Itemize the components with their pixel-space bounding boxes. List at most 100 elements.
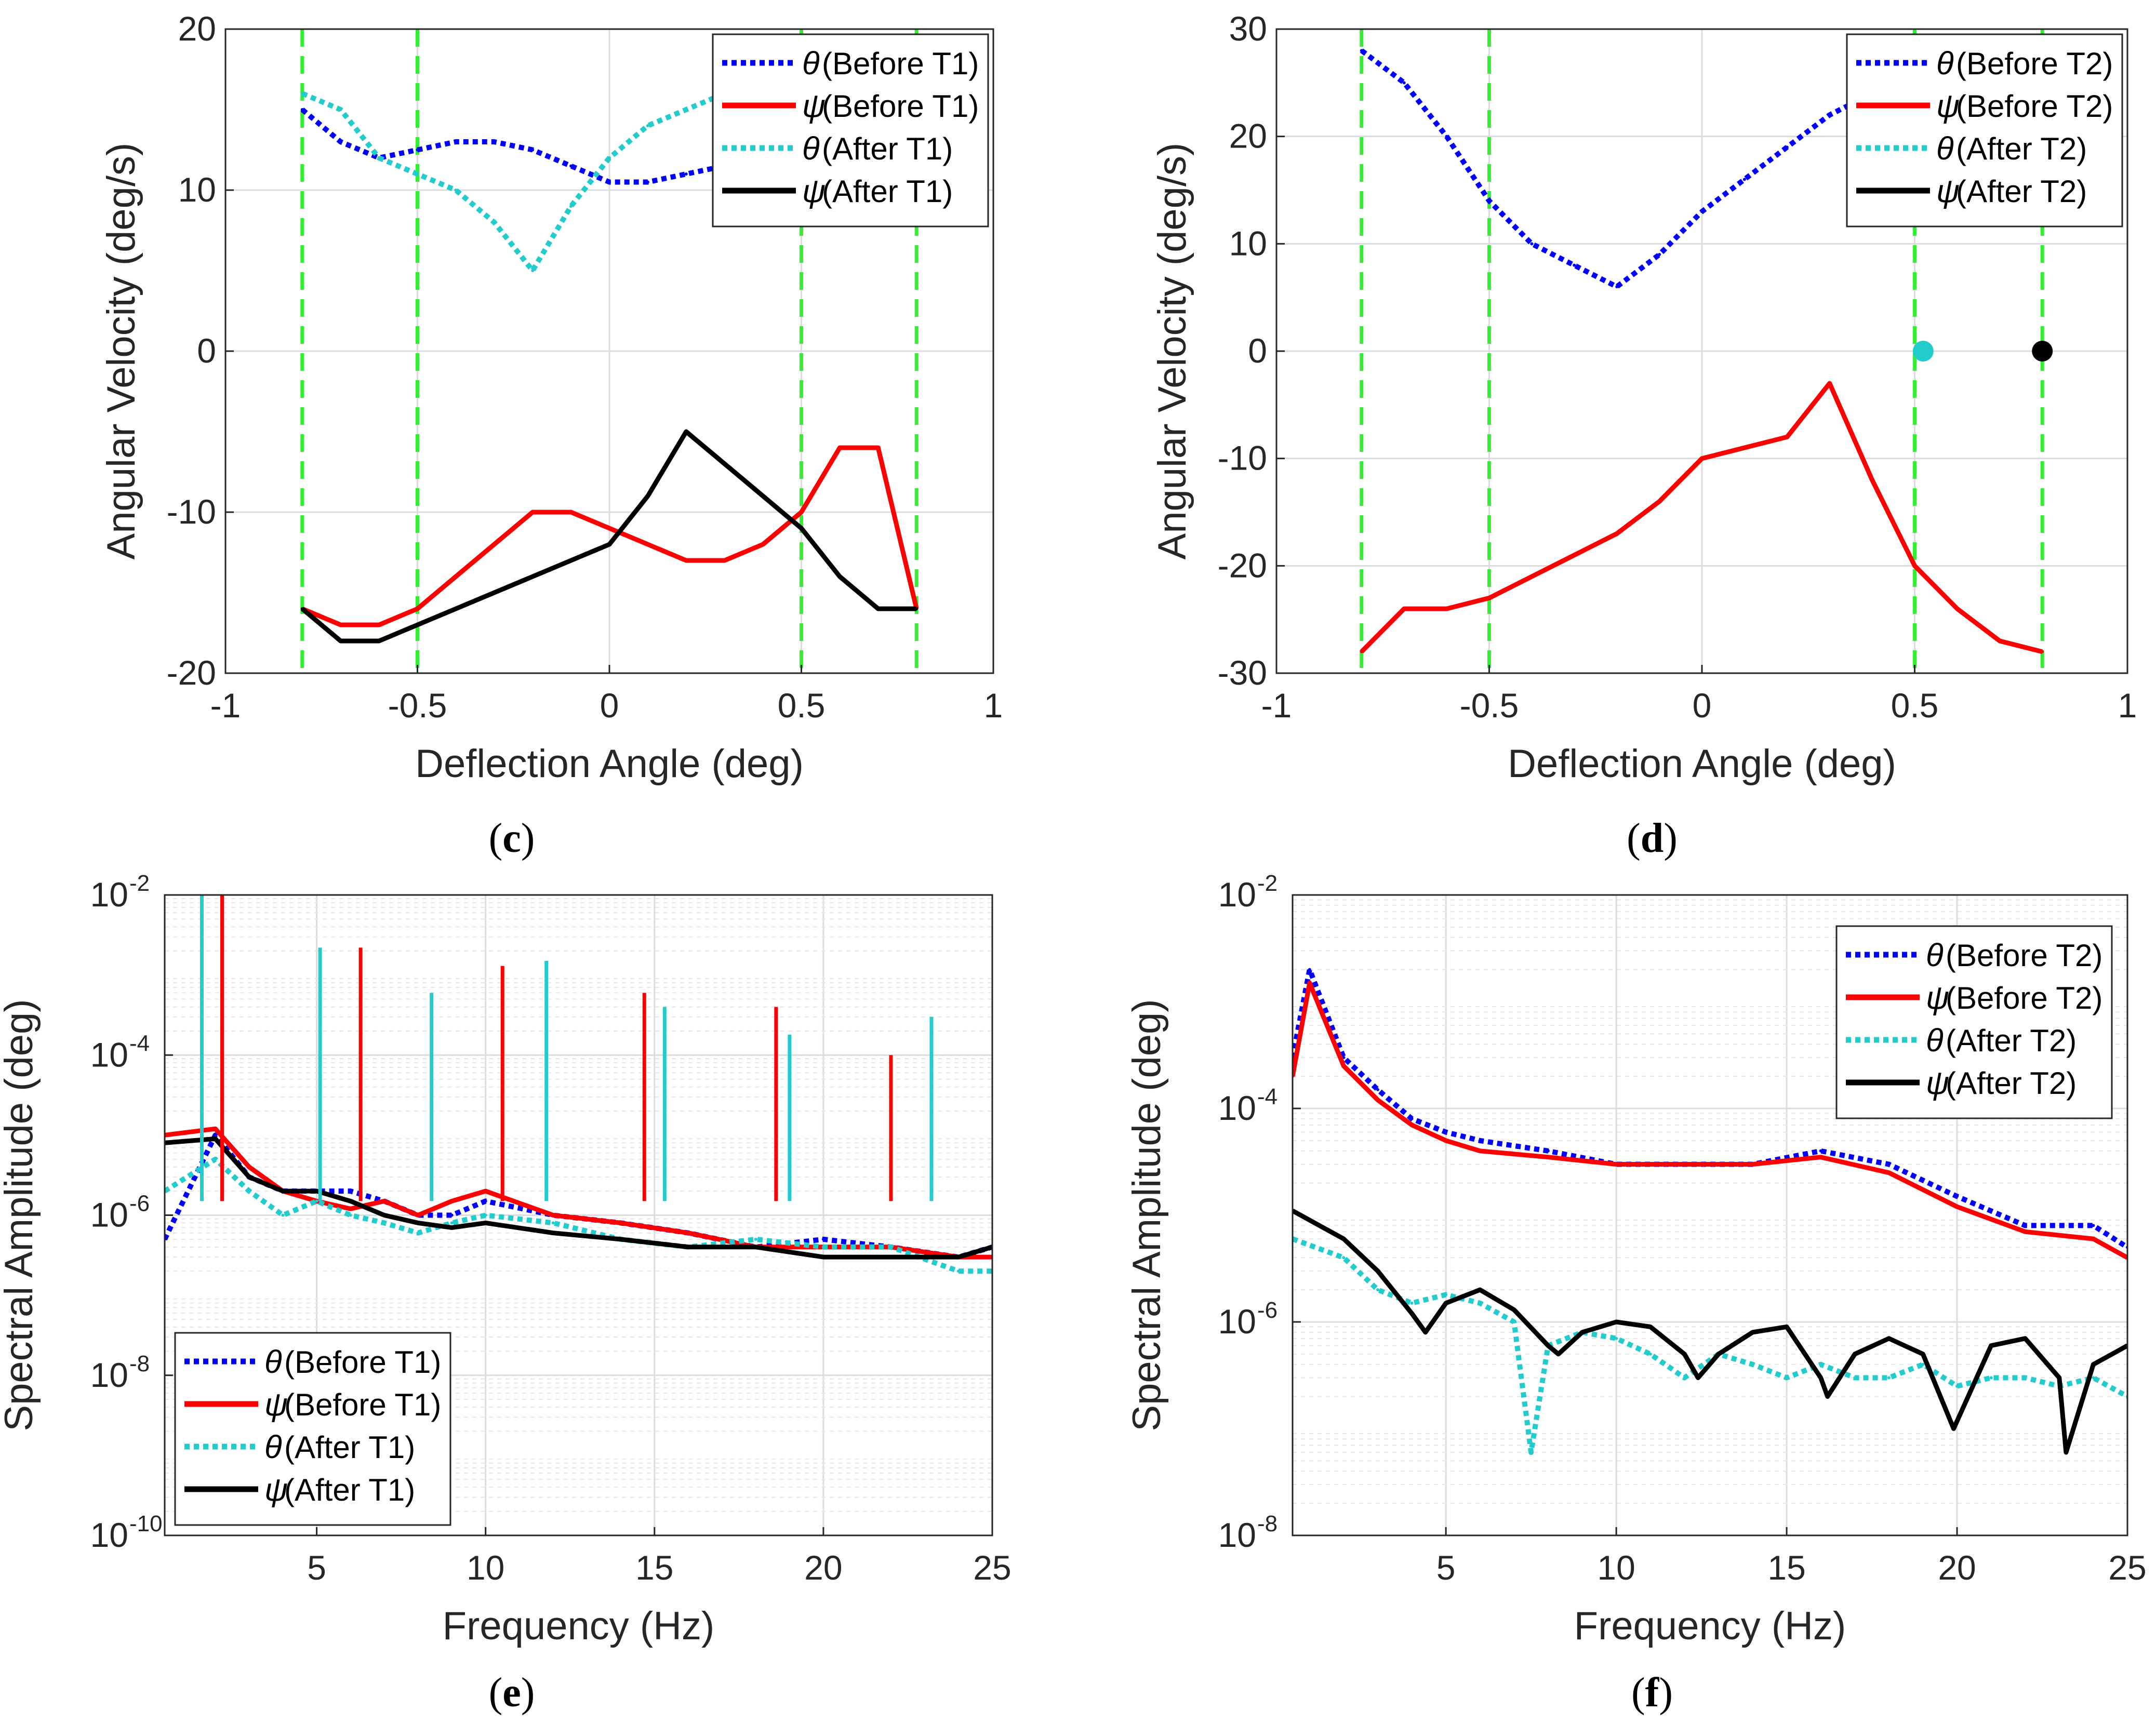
panel-label-letter: e <box>502 1670 521 1716</box>
data-point <box>1615 532 1619 536</box>
data-point <box>2024 1336 2027 1340</box>
data-point <box>1573 263 1576 267</box>
data-point <box>1700 457 1703 460</box>
x-tick-label: 5 <box>1436 1548 1456 1587</box>
x-axis-label: Frequency (Hz) <box>1574 1604 1846 1648</box>
data-point <box>1478 1149 1482 1153</box>
panel-label: (d) <box>1627 815 1678 861</box>
data-point <box>484 1213 487 1217</box>
data-point <box>761 543 765 546</box>
data-point <box>1342 1064 1346 1068</box>
x-tick-label: 1 <box>984 686 1003 725</box>
spectral-peaks <box>200 895 934 1201</box>
data-point <box>1819 1149 1822 1153</box>
data-point <box>1683 1352 1686 1356</box>
data-point <box>1376 1288 1379 1292</box>
data-point <box>1785 435 1789 439</box>
legend-entry: (Before T2) <box>1956 46 2113 81</box>
legend-symbol: ψ <box>264 1387 288 1423</box>
data-point <box>1423 1330 1427 1334</box>
series-line <box>1293 1236 2127 1455</box>
data-point <box>2092 1237 2095 1241</box>
panel-label: (f) <box>1631 1670 1673 1716</box>
data-point <box>1887 1162 1891 1166</box>
legend-entry: (Before T2) <box>1946 938 2102 973</box>
data-point <box>1952 1427 1955 1430</box>
legend-entry: (After T2) <box>1956 131 2087 166</box>
data-point <box>1615 1320 1618 1323</box>
data-point <box>1546 1344 1550 1347</box>
panel-label-open: ( <box>489 815 503 861</box>
data-point <box>377 639 381 643</box>
data-point <box>821 1255 825 1259</box>
panel-label-open: ( <box>1631 1670 1645 1716</box>
data-point <box>2024 1230 2027 1234</box>
data-point <box>608 180 611 184</box>
data-point <box>450 1199 454 1203</box>
y-tick-label: 20 <box>178 9 216 48</box>
data-point <box>339 623 342 626</box>
x-tick-label: 0.5 <box>778 686 826 725</box>
data-point <box>956 1269 960 1273</box>
legend-entry: (After T2) <box>1946 1023 2077 1058</box>
y-tick-exponent: -8 <box>129 1351 150 1376</box>
legend-box <box>1846 33 2123 228</box>
data-point <box>1402 81 1406 85</box>
data-point <box>1615 285 1619 288</box>
x-tick-label: -0.5 <box>1460 686 1519 725</box>
y-tick-label: 10 <box>1218 1516 1256 1554</box>
x-axis-label: Frequency (Hz) <box>443 1604 715 1648</box>
data-point <box>493 221 496 224</box>
data-point <box>1615 1162 1618 1166</box>
data-point <box>1785 145 1789 149</box>
data-point <box>686 1231 690 1235</box>
data-point <box>754 1237 757 1241</box>
data-point <box>1444 1301 1448 1305</box>
y-tick-label: 0 <box>197 331 216 370</box>
data-point <box>2092 1376 2095 1380</box>
data-point <box>531 575 535 578</box>
legend-symbol: θ <box>1926 1023 1944 1059</box>
legend-symbol: θ <box>264 1344 282 1380</box>
data-point <box>723 559 726 562</box>
data-point <box>1716 1352 1720 1356</box>
data-point <box>1580 1330 1584 1334</box>
data-point <box>569 164 573 168</box>
data-point <box>1512 1320 1516 1323</box>
x-tick-label: 0 <box>1693 686 1712 725</box>
y-tick-exponent: -2 <box>129 871 150 896</box>
legend-box <box>1835 925 2113 1119</box>
data-point <box>1887 1171 1891 1174</box>
data-point <box>1530 575 1534 578</box>
legend-symbol: θ <box>264 1429 282 1465</box>
y-tick-label: 10 <box>1218 1302 1256 1341</box>
data-point <box>876 446 880 449</box>
data-point <box>1445 135 1448 138</box>
legend-symbol: θ <box>1926 938 1944 973</box>
data-point <box>1410 1301 1414 1305</box>
data-point <box>1913 564 1917 568</box>
data-point <box>1410 1117 1414 1120</box>
data-point <box>1998 639 2002 643</box>
data-point <box>800 527 803 530</box>
data-point <box>531 148 535 152</box>
data-point <box>838 575 842 578</box>
panel-label-close: ) <box>1659 1670 1673 1716</box>
series-3 <box>165 1136 992 1260</box>
data-point <box>349 1189 352 1193</box>
legend-entry: (Before T2) <box>1946 981 2102 1015</box>
data-point <box>382 1213 386 1217</box>
data-point <box>1742 178 1746 181</box>
data-point <box>608 156 611 159</box>
data-point <box>450 1221 454 1225</box>
series-line <box>1293 967 2127 1250</box>
data-point <box>821 1245 825 1249</box>
series-1 <box>1293 980 2127 1260</box>
data-point <box>1376 1098 1379 1102</box>
x-axis-label: Deflection Angle (deg) <box>1508 742 1896 786</box>
data-point <box>1751 1362 1754 1366</box>
series-marker <box>2032 341 2053 362</box>
legend: θ (Before T1)ψ(Before T1)θ (After T1)ψ(Aft… <box>712 33 989 228</box>
data-point <box>1648 1325 1652 1329</box>
